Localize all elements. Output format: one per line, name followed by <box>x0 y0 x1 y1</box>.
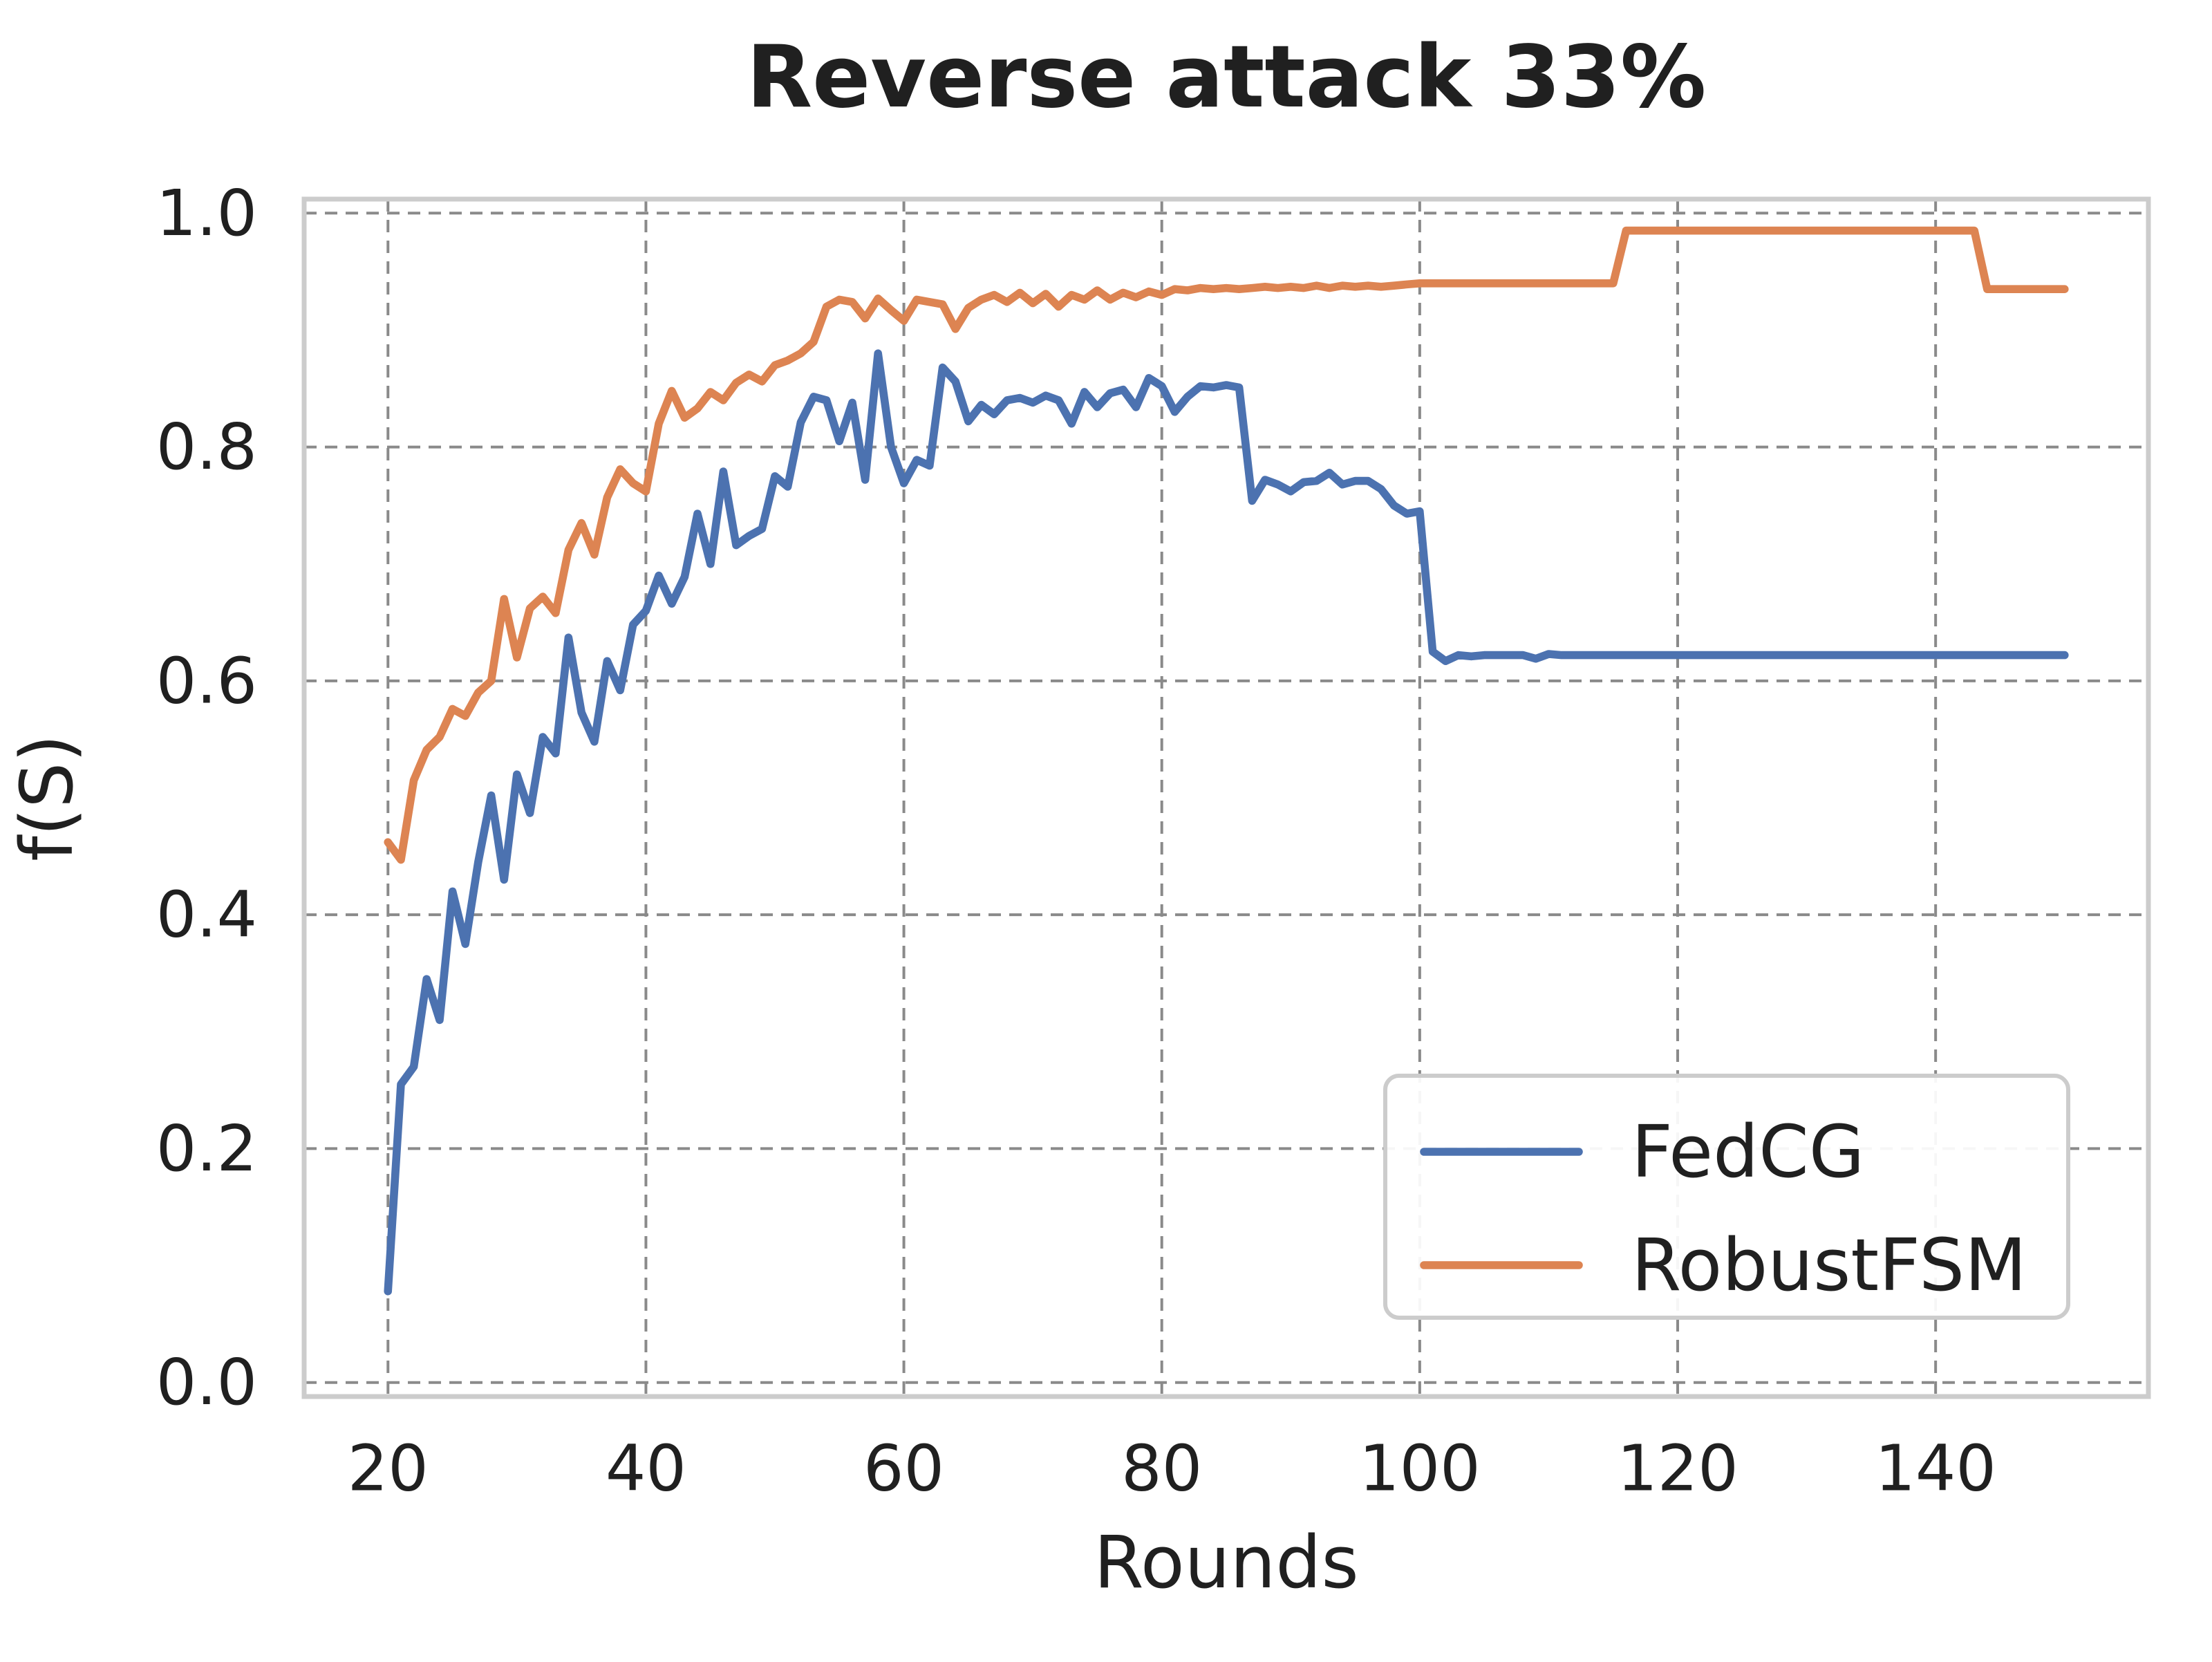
x-tick-label: 20 <box>348 1432 429 1506</box>
x-tick-label: 40 <box>606 1432 686 1506</box>
y-tick-label: 0.4 <box>156 878 257 952</box>
series-layer <box>384 226 2069 1296</box>
y-tick-label: 0.2 <box>156 1112 257 1186</box>
y-tick-label: 0.0 <box>156 1345 257 1419</box>
y-axis-label: f(S) <box>5 734 89 861</box>
x-tick-label: 140 <box>1875 1432 1996 1506</box>
x-tick-label: 80 <box>1121 1432 1202 1506</box>
series-line-fedcg <box>384 349 2069 1296</box>
spine-layer <box>301 196 2151 1399</box>
x-axis-label: Rounds <box>1094 1520 1358 1605</box>
legend: FedCG RobustFSM <box>1383 1074 2070 1320</box>
legend-label-robustfsm: RobustFSM <box>1631 1223 2027 1307</box>
x-tick-label: 120 <box>1617 1432 1738 1506</box>
y-tick-label: 0.6 <box>156 644 257 718</box>
chart-title: Reverse attack 33% <box>747 28 1707 127</box>
plot-border <box>301 196 2151 1399</box>
y-tick-label: 1.0 <box>156 176 257 250</box>
legend-box <box>1383 1074 2070 1320</box>
legend-label-fedcg: FedCG <box>1631 1110 1864 1194</box>
tick-layer: 20 40 60 80 100 120 140 0.0 0.2 0.4 0.6 0.8 1.0 <box>156 176 1996 1506</box>
x-tick-label: 60 <box>863 1432 944 1506</box>
series-line-robustfsm <box>384 226 2069 864</box>
y-tick-label: 0.8 <box>156 410 257 484</box>
x-tick-label: 100 <box>1359 1432 1481 1506</box>
